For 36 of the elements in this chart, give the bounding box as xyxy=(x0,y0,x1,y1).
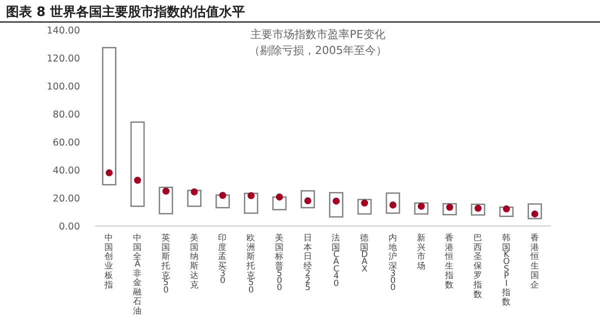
point xyxy=(190,188,198,196)
x-tick-label: 新兴市场 xyxy=(416,232,426,272)
x-tick-label: 美国纳斯达克 xyxy=(190,232,199,290)
y-tick-label: 20.00 xyxy=(52,194,80,204)
y-tick-label: 80.00 xyxy=(52,110,80,120)
chart-subtitle: 主要市场指数市盈率PE变化 xyxy=(250,28,386,41)
point xyxy=(248,192,255,200)
x-tick-label: 日本日经225 xyxy=(303,233,312,294)
x-tick-label: 欧洲斯托克50 xyxy=(246,232,256,296)
y-tick-label: 0.00 xyxy=(58,222,80,232)
x-tick-label: 英国斯托克50 xyxy=(160,232,170,296)
y-tick-label: 100.00 xyxy=(46,82,80,92)
point xyxy=(276,194,283,201)
bar xyxy=(102,46,116,186)
x-tick-label: 香港恒生国企 xyxy=(529,232,540,290)
x-tick-label: 德国DAX xyxy=(360,232,370,274)
x-tick-label: 中国创业板指 xyxy=(104,232,114,290)
chart-title: 图表 8 世界各国主要股市指数的估值水平 xyxy=(6,4,246,20)
category-label: 中国全A非金融石油 xyxy=(133,233,142,316)
annotation: （剔除亏损，2005年至今） xyxy=(249,44,387,57)
y-tick-label: 120.00 xyxy=(46,54,80,64)
category-label: 韩国KOSPI指数 xyxy=(502,233,511,308)
x-tick-label: 印度孟买30 xyxy=(218,232,228,286)
point xyxy=(134,176,142,184)
x-tick-label: 内地沪深300 xyxy=(387,232,398,294)
x-tick-label: 美国标普500 xyxy=(274,232,284,294)
point xyxy=(106,169,113,176)
point xyxy=(162,188,170,195)
point xyxy=(219,192,226,199)
x-tick-label: 法国CAC40 xyxy=(332,232,341,289)
x-tick-label: 香港恒生指数 xyxy=(444,232,454,290)
y-tick-label: 40.00 xyxy=(52,166,80,176)
x-tick-label: 巴西圣保罗指数 xyxy=(472,233,483,300)
y-tick-label: 140.00 xyxy=(46,26,80,36)
bar xyxy=(130,121,145,207)
y-tick-label: 60.00 xyxy=(52,138,80,148)
